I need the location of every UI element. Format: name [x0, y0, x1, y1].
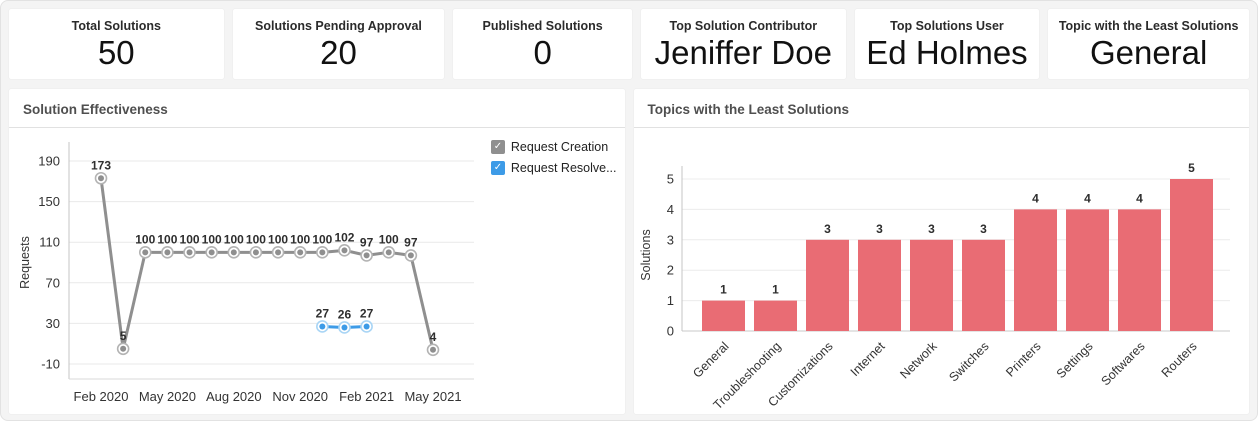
svg-text:150: 150 — [38, 194, 60, 209]
svg-text:May 2020: May 2020 — [139, 389, 196, 404]
bar-chart: 012345Solutions1General1Troubleshooting3… — [639, 161, 1230, 412]
stat-card-label: Total Solutions — [71, 19, 161, 34]
stat-card-label: Published Solutions — [482, 19, 603, 34]
stat-card-value: Jeniffer Doe — [654, 34, 832, 72]
svg-text:Network: Network — [897, 339, 940, 382]
stat-card-value: 50 — [97, 34, 135, 72]
svg-text:Requests: Requests — [18, 236, 32, 289]
stat-card-pending-approval: Solutions Pending Approval 20 — [232, 9, 445, 79]
svg-text:100: 100 — [268, 232, 288, 246]
stat-card-value: Ed Holmes — [866, 34, 1028, 72]
svg-text:4: 4 — [1032, 191, 1039, 205]
svg-text:1: 1 — [772, 283, 779, 297]
svg-text:100: 100 — [312, 232, 332, 246]
line-chart-area: -10 30 70 110 150 190 Requests Feb 2020 May 2020… — [9, 128, 625, 414]
svg-text:4: 4 — [1084, 191, 1091, 205]
svg-text:100: 100 — [379, 232, 399, 246]
svg-text:5: 5 — [120, 329, 127, 343]
svg-text:General: General — [690, 339, 731, 380]
svg-text:Softwares: Softwares — [1098, 339, 1147, 388]
svg-text:97: 97 — [404, 235, 418, 249]
svg-text:3: 3 — [876, 222, 883, 236]
legend-label: Request Resolve... — [510, 161, 617, 175]
svg-text:4: 4 — [1136, 191, 1143, 205]
svg-text:100: 100 — [224, 232, 244, 246]
svg-text:May 2021: May 2021 — [404, 389, 461, 404]
svg-text:Settings: Settings — [1053, 339, 1095, 381]
svg-text:100: 100 — [246, 232, 266, 246]
svg-text:27: 27 — [316, 306, 330, 320]
svg-text:190: 190 — [38, 154, 60, 169]
svg-text:Printers: Printers — [1003, 339, 1043, 379]
panel-title: Topics with the Least Solutions — [647, 102, 850, 117]
svg-text:2: 2 — [666, 263, 673, 278]
charts-row: Solution Effectiveness -10 30 70 110 150 190 R… — [9, 89, 1249, 414]
legend-label: Request Creation — [510, 140, 609, 154]
svg-text:Internet: Internet — [847, 339, 887, 379]
svg-text:3: 3 — [666, 232, 673, 247]
svg-text:27: 27 — [360, 306, 374, 320]
svg-text:Solutions: Solutions — [639, 229, 653, 280]
svg-text:3: 3 — [980, 222, 987, 236]
stat-card-top-user: Top Solutions User Ed Holmes — [854, 9, 1040, 79]
stat-card-total-solutions: Total Solutions 50 — [9, 9, 224, 79]
svg-text:Routers: Routers — [1158, 339, 1199, 380]
stat-card-value: General — [1089, 34, 1208, 72]
svg-text:5: 5 — [1188, 161, 1195, 175]
svg-text:30: 30 — [46, 316, 60, 331]
svg-text:102: 102 — [334, 230, 354, 244]
svg-text:Switches: Switches — [946, 339, 991, 384]
stat-card-label: Top Solution Contributor — [669, 19, 818, 34]
svg-text:100: 100 — [290, 232, 310, 246]
stat-card-label: Topic with the Least Solutions — [1058, 19, 1239, 34]
line-chart-legend: ✓ Request Creation ✓ Request Resolve... — [490, 140, 617, 175]
svg-text:100: 100 — [202, 232, 222, 246]
svg-text:Aug 2020: Aug 2020 — [206, 389, 262, 404]
stat-card-least-solutions-topic: Topic with the Least Solutions General — [1048, 9, 1249, 79]
line-chart: -10 30 70 110 150 190 Requests Feb 2020 May 2020… — [18, 142, 474, 404]
svg-text:97: 97 — [360, 235, 374, 249]
bar-chart-area: 0 1 2 3 4 5 Solutions 1 General 1 Troubleshooting 3… — [634, 128, 1250, 414]
svg-text:Feb 2021: Feb 2021 — [339, 389, 394, 404]
svg-text:110: 110 — [39, 235, 60, 250]
panel-header: Topics with the Least Solutions — [633, 89, 1249, 128]
legend-item-request-creation[interactable]: ✓ Request Creation — [490, 140, 617, 154]
svg-text:173: 173 — [91, 158, 111, 172]
legend-item-request-resolved[interactable]: ✓ Request Resolve... — [490, 161, 617, 175]
svg-text:4: 4 — [430, 330, 437, 344]
svg-text:4: 4 — [666, 202, 673, 217]
svg-text:70: 70 — [46, 275, 60, 290]
panel-header: Solution Effectiveness — [9, 89, 625, 128]
stat-card-value: 20 — [320, 34, 357, 72]
svg-text:Feb 2020: Feb 2020 — [74, 389, 129, 404]
stat-card-published-solutions: Published Solutions 0 — [453, 9, 632, 79]
panel-topics-least-solutions: Topics with the Least Solutions 0 1 2 3 4 5 So… — [633, 89, 1250, 414]
svg-text:1: 1 — [720, 283, 727, 297]
svg-text:3: 3 — [928, 222, 935, 236]
stat-card-top-contributor: Top Solution Contributor Jeniffer Doe — [640, 9, 846, 79]
svg-text:Nov 2020: Nov 2020 — [272, 389, 328, 404]
svg-text:3: 3 — [824, 222, 831, 236]
stat-card-value: 0 — [533, 34, 552, 72]
checkbox-checked-icon[interactable]: ✓ — [490, 140, 505, 154]
svg-text:100: 100 — [157, 232, 177, 246]
checkbox-checked-icon[interactable]: ✓ — [490, 161, 505, 175]
svg-text:5: 5 — [666, 172, 673, 187]
svg-text:1: 1 — [666, 293, 673, 308]
svg-text:26: 26 — [338, 307, 352, 321]
panel-title: Solution Effectiveness — [23, 102, 168, 117]
stat-cards-row: Total Solutions 50 Solutions Pending App… — [9, 9, 1249, 79]
stat-card-label: Solutions Pending Approval — [255, 19, 422, 34]
panel-solution-effectiveness: Solution Effectiveness -10 30 70 110 150 190 R… — [9, 89, 625, 414]
svg-text:100: 100 — [180, 232, 200, 246]
svg-text:100: 100 — [135, 232, 155, 246]
stat-card-label: Top Solutions User — [890, 19, 1004, 34]
svg-text:0: 0 — [666, 324, 673, 339]
svg-text:-10: -10 — [41, 357, 60, 372]
